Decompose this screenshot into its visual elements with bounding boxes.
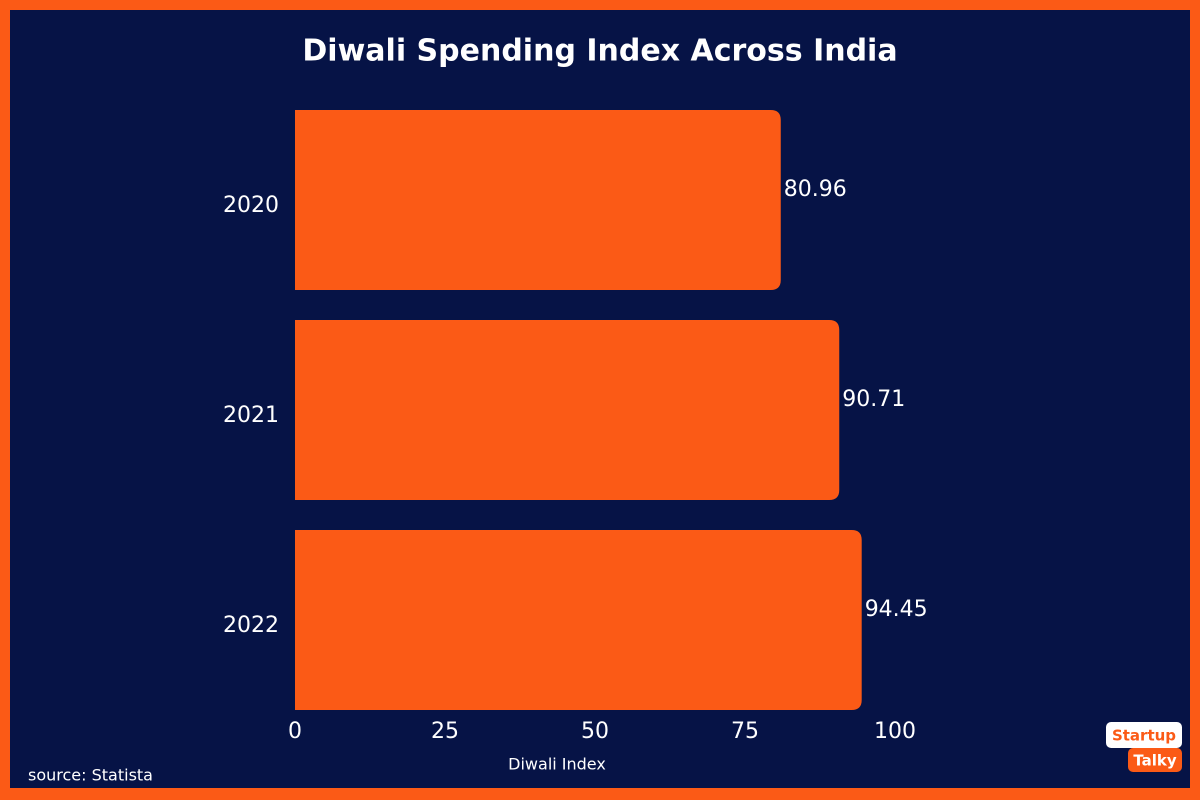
bar	[295, 530, 862, 710]
logo-text: Startup	[1112, 727, 1176, 745]
x-tick-label: 0	[288, 719, 302, 744]
x-tick-label: 25	[431, 719, 459, 744]
logo-box	[1106, 722, 1182, 748]
data-label: 90.71	[842, 387, 905, 412]
x-tick-label: 100	[874, 719, 916, 744]
source: source: Statista	[28, 766, 153, 785]
logo-text: Talky	[1133, 752, 1177, 770]
x-tick-label: 75	[731, 719, 759, 744]
y-tick-label: 2022	[223, 613, 279, 638]
bar	[295, 110, 781, 290]
data-label: 94.45	[865, 597, 928, 622]
logo: Startup Talky	[1106, 722, 1182, 772]
logo-box	[1128, 748, 1182, 772]
y-tick-label: 2021	[223, 403, 279, 428]
bar	[295, 320, 840, 500]
data-label: 80.96	[784, 177, 847, 202]
chart-title: Diwali Spending Index Across India	[302, 34, 897, 69]
y-tick-label: 2020	[223, 193, 279, 218]
x-tick-label: 50	[581, 719, 609, 744]
x-axis-label: Diwali Index	[508, 755, 606, 774]
